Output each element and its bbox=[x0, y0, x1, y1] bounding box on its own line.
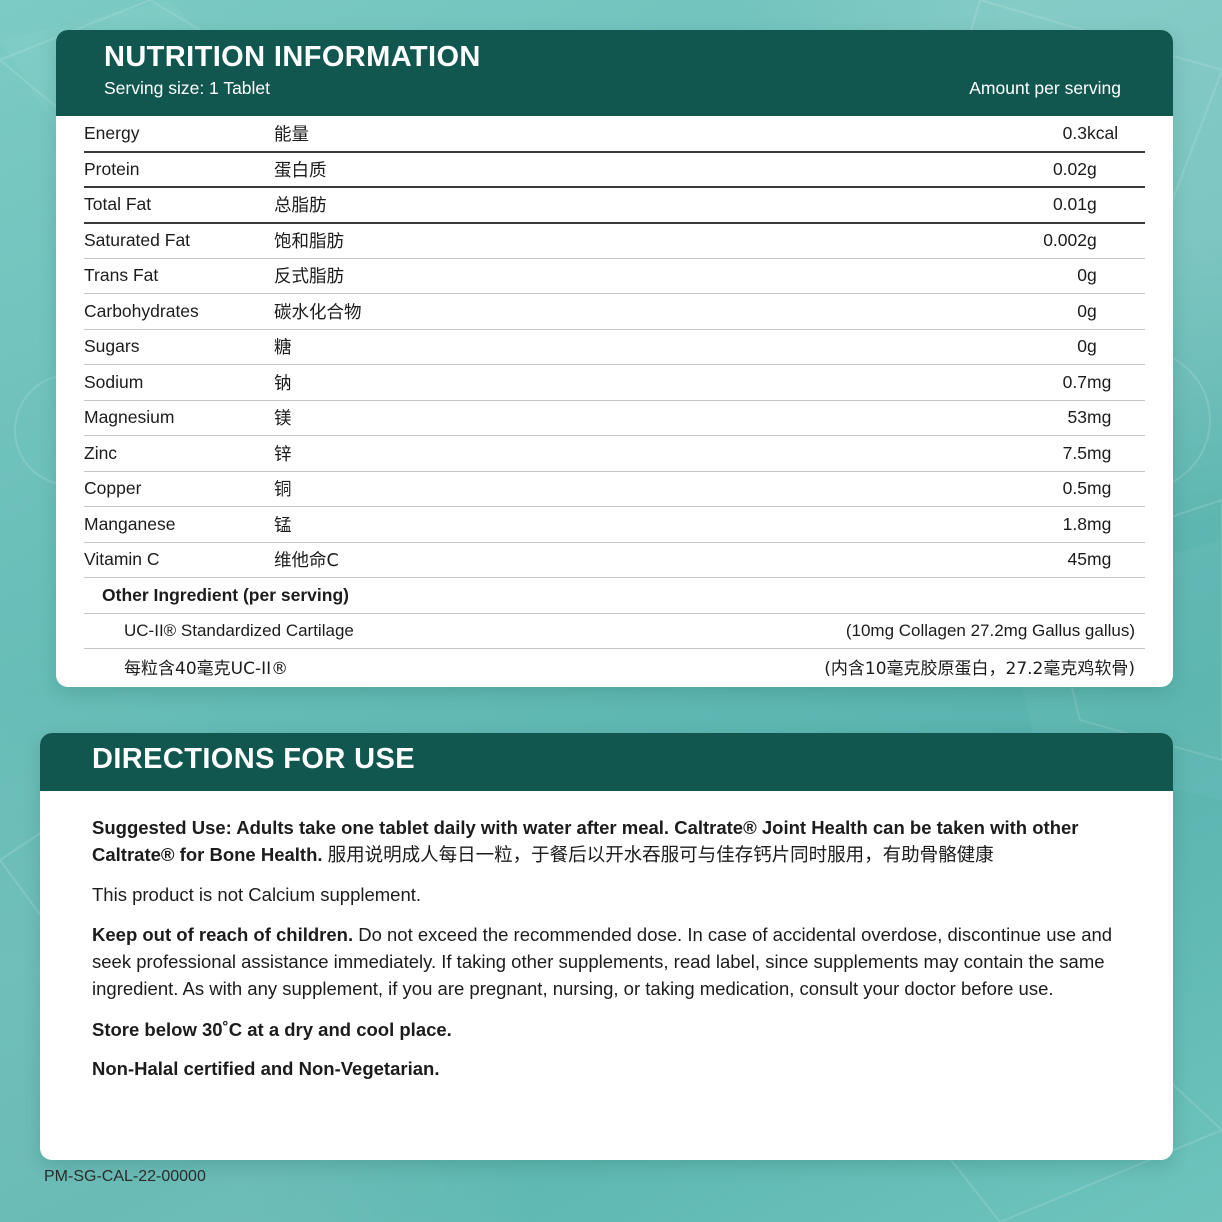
keep-out-label: Keep out of reach of children. bbox=[92, 924, 354, 946]
footer-reference-code: PM-SG-CAL-22-00000 bbox=[44, 1168, 206, 1185]
nutrient-name-cn: 锰 bbox=[274, 506, 504, 543]
nutrient-name-en: Vitamin C bbox=[84, 542, 274, 578]
suggested-use-bold-run: Adults take one tablet daily with water … bbox=[92, 817, 1079, 865]
nutrient-name-en: Total Fat bbox=[84, 187, 274, 224]
nutrition-header: NUTRITION INFORMATION Serving size: 1 Ta… bbox=[56, 30, 1173, 116]
nutrient-unit: mg bbox=[1087, 506, 1145, 543]
nutrient-row: Zinc 锌 7.5 mg bbox=[84, 435, 1145, 472]
nutrient-name-cn: 铜 bbox=[274, 471, 504, 507]
storage-instruction: Store below 30˚C at a dry and cool place… bbox=[92, 1018, 452, 1040]
nutrient-row: Energy 能量 0.3 kcal bbox=[84, 116, 1145, 153]
nutrient-name-en: Saturated Fat bbox=[84, 222, 274, 259]
nutrition-subheader-row: Serving size: 1 Tablet Amount per servin… bbox=[104, 78, 1125, 99]
keep-out-body: Do not exceed the recommended dose. In c… bbox=[92, 924, 1113, 1000]
nutrient-row: Saturated Fat 饱和脂肪 0.002 g bbox=[84, 222, 1145, 259]
nutrient-name-en: Energy bbox=[84, 116, 274, 153]
nutrient-value: 0.02 bbox=[504, 151, 1087, 188]
nutrient-value: 0 bbox=[504, 329, 1087, 365]
nutrient-unit: g bbox=[1087, 258, 1145, 294]
nutrient-unit: mg bbox=[1087, 542, 1145, 578]
nutrient-name-en: Manganese bbox=[84, 506, 274, 543]
nutrient-name-cn: 碳水化合物 bbox=[274, 293, 504, 330]
nutrient-name-cn: 蛋白质 bbox=[274, 151, 504, 188]
nutrient-row: Trans Fat 反式脂肪 0 g bbox=[84, 258, 1145, 294]
halal-statement: Non-Halal certified and Non-Vegetarian. bbox=[92, 1057, 440, 1079]
nutrient-value: 0.5 bbox=[504, 471, 1087, 507]
nutrient-row: Total Fat 总脂肪 0.01 g bbox=[84, 187, 1145, 224]
other-ingredient-value: (内含10毫克胶原蛋白，27.2毫克鸡软骨) bbox=[824, 659, 1135, 679]
other-ingredient-row: 每粒含40毫克UC-II® (内含10毫克胶原蛋白，27.2毫克鸡软骨) bbox=[84, 649, 1145, 685]
directions-title: DIRECTIONS FOR USE bbox=[92, 743, 415, 775]
nutrient-name-cn: 维他命C bbox=[274, 542, 504, 578]
nutrient-name-en: Zinc bbox=[84, 435, 274, 472]
nutrition-table-wrapper: Energy 能量 0.3 kcal Protein 蛋白质 0.02 g Total Fat 总… bbox=[56, 116, 1173, 684]
nutrient-row: Vitamin C 维他命C 45 mg bbox=[84, 542, 1145, 578]
directions-body: Suggested Use: Adults take one tablet da… bbox=[40, 791, 1173, 1083]
nutrient-row: Manganese 锰 1.8 mg bbox=[84, 506, 1145, 543]
nutrient-unit: g bbox=[1087, 293, 1145, 330]
not-calcium-paragraph: This product is not Calcium supplement. bbox=[92, 883, 422, 905]
suggested-use-label: Suggested Use: bbox=[92, 817, 232, 838]
nutrient-unit: mg bbox=[1087, 471, 1145, 507]
other-ingredient-value: (10mg Collagen 27.2mg Gallus gallus) bbox=[504, 613, 1145, 649]
nutrient-unit: g bbox=[1087, 222, 1145, 259]
nutrient-value: 0.7 bbox=[504, 364, 1087, 401]
nutrient-value: 1.8 bbox=[504, 506, 1087, 543]
nutrient-value: 0 bbox=[504, 293, 1087, 330]
other-ingredient-heading-row: Other Ingredient (per serving) bbox=[84, 577, 1145, 614]
nutrient-name-cn: 糖 bbox=[274, 329, 504, 365]
nutrient-row: Magnesium 镁 53 mg bbox=[84, 400, 1145, 436]
nutrient-name-en: Magnesium bbox=[84, 400, 274, 436]
nutrient-name-en: Sodium bbox=[84, 364, 274, 401]
other-ingredient-row: UC-II® Standardized Cartilage (10mg Colla… bbox=[84, 613, 1145, 649]
nutrient-name-cn: 钠 bbox=[274, 364, 504, 401]
amount-per-serving-label: Amount per serving bbox=[969, 78, 1121, 99]
suggested-use-paragraph: Suggested Use: Adults take one tablet da… bbox=[92, 815, 1121, 869]
nutrient-row: Sodium 钠 0.7 mg bbox=[84, 364, 1145, 401]
keep-out-paragraph: Keep out of reach of children. Do not ex… bbox=[92, 922, 1121, 1002]
nutrient-name-en: Protein bbox=[84, 151, 274, 188]
nutrient-unit: g bbox=[1087, 329, 1145, 365]
nutrient-row: Copper 铜 0.5 mg bbox=[84, 471, 1145, 507]
serving-size-label: Serving size: 1 Tablet bbox=[104, 78, 271, 99]
nutrient-value: 0 bbox=[504, 258, 1087, 294]
nutrient-name-cn: 锌 bbox=[274, 435, 504, 472]
nutrient-value: 45 bbox=[504, 542, 1087, 578]
nutrient-name-en: Sugars bbox=[84, 329, 274, 365]
nutrient-name-en: Copper bbox=[84, 471, 274, 507]
nutrient-unit: g bbox=[1087, 151, 1145, 188]
other-ingredient-name: 每粒含40毫克UC-II® bbox=[124, 659, 289, 679]
nutrient-row: Protein 蛋白质 0.02 g bbox=[84, 151, 1145, 188]
nutrient-value: 53 bbox=[504, 400, 1087, 436]
other-ingredient-heading: Other Ingredient (per serving) bbox=[84, 577, 1145, 614]
suggested-use-body: 服用说明成人每日一粒，于餐后以开水吞服可与佳存钙片同时服用，有助骨骼健康 bbox=[322, 843, 994, 865]
nutrient-unit: mg bbox=[1087, 400, 1145, 436]
nutrient-unit: mg bbox=[1087, 364, 1145, 401]
nutrition-information-card: NUTRITION INFORMATION Serving size: 1 Ta… bbox=[56, 30, 1173, 687]
nutrient-unit: kcal bbox=[1087, 116, 1145, 153]
other-ingredient-name: UC-II® Standardized Cartilage bbox=[84, 613, 504, 649]
directions-header: DIRECTIONS FOR USE bbox=[40, 733, 1173, 791]
nutrient-value: 7.5 bbox=[504, 435, 1087, 472]
nutrient-name-cn: 饱和脂肪 bbox=[274, 222, 504, 259]
nutrient-row: Carbohydrates 碳水化合物 0 g bbox=[84, 293, 1145, 330]
nutrition-table: Energy 能量 0.3 kcal Protein 蛋白质 0.02 g Total Fat 总… bbox=[84, 116, 1145, 684]
nutrient-value: 0.01 bbox=[504, 187, 1087, 224]
nutrient-name-en: Carbohydrates bbox=[84, 293, 274, 330]
nutrient-name-en: Trans Fat bbox=[84, 258, 274, 294]
nutrition-title: NUTRITION INFORMATION bbox=[104, 41, 481, 73]
nutrient-name-cn: 镁 bbox=[274, 400, 504, 436]
nutrient-name-cn: 能量 bbox=[274, 116, 504, 153]
nutrient-name-cn: 反式脂肪 bbox=[274, 258, 504, 294]
nutrient-value: 0.3 bbox=[504, 116, 1087, 153]
directions-for-use-card: DIRECTIONS FOR USE Suggested Use: Adults… bbox=[40, 733, 1173, 1160]
nutrient-value: 0.002 bbox=[504, 222, 1087, 259]
nutrient-unit: mg bbox=[1087, 435, 1145, 472]
nutrient-row: Sugars 糖 0 g bbox=[84, 329, 1145, 365]
nutrient-unit: g bbox=[1087, 187, 1145, 224]
nutrient-name-cn: 总脂肪 bbox=[274, 187, 504, 224]
